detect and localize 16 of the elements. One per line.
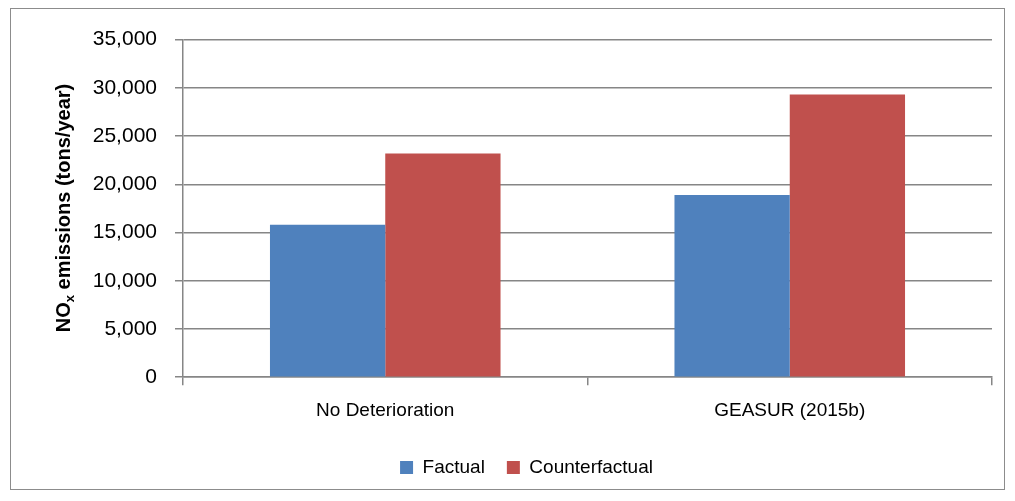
- y-tick-label: 0: [145, 364, 157, 387]
- x-tick-label: No Deterioration: [316, 398, 455, 420]
- bar: [674, 194, 790, 377]
- x-tick-label: GEASUR (2015b): [714, 398, 866, 420]
- y-tick-label: 15,000: [92, 219, 157, 243]
- y-tick-label: 30,000: [92, 74, 157, 98]
- y-tick-label: 25,000: [92, 122, 157, 146]
- bar: [789, 94, 906, 377]
- legend-label: Factual: [422, 455, 485, 477]
- y-tick-label: 10,000: [92, 267, 157, 291]
- bar: [269, 224, 386, 377]
- y-tick-label: 35,000: [92, 26, 157, 50]
- legend-label: Counterfactual: [529, 455, 653, 477]
- y-tick-label: 20,000: [92, 171, 157, 195]
- y-tick-label: 5,000: [104, 315, 157, 339]
- bar: [385, 153, 501, 377]
